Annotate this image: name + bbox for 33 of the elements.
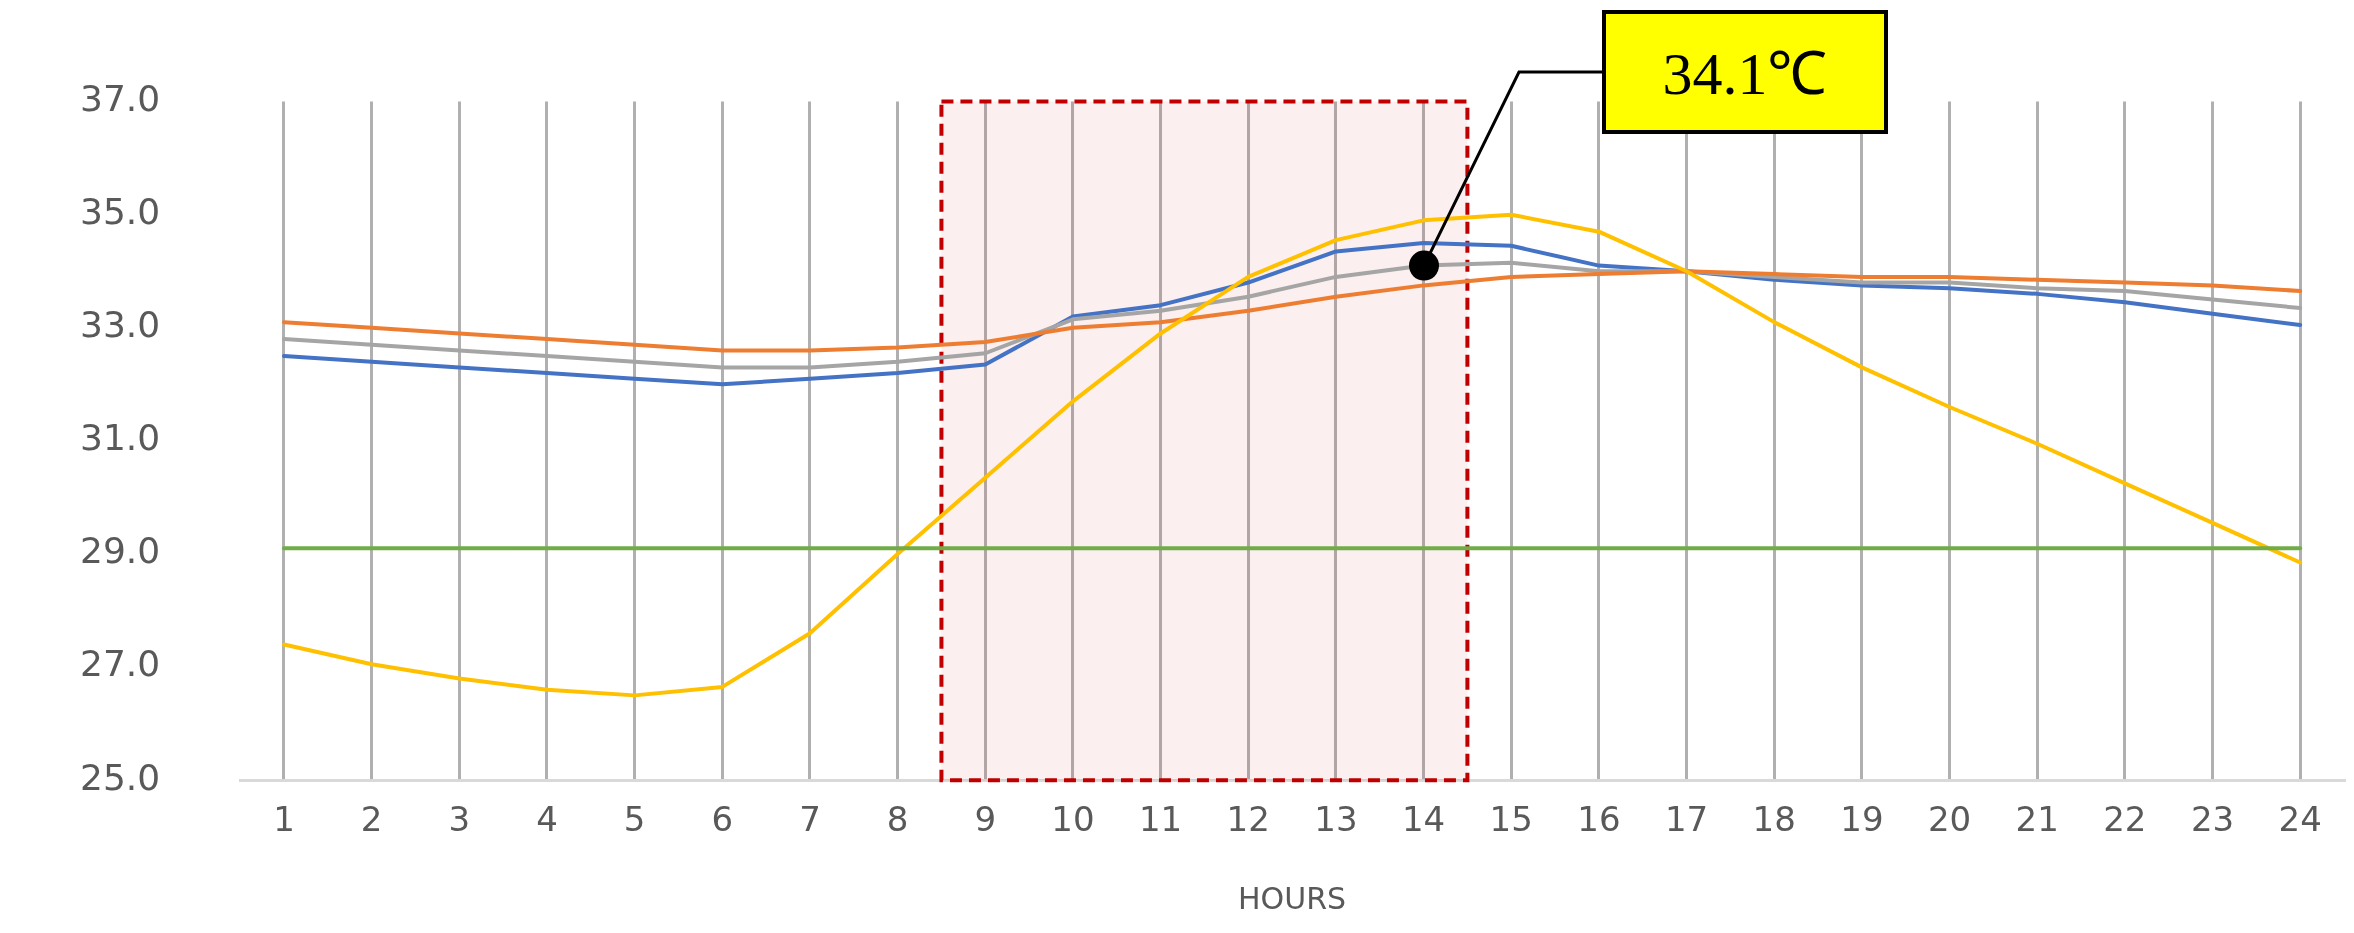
y-tick-label: 25.0 xyxy=(80,756,161,798)
y-tick-label: 35.0 xyxy=(80,191,161,233)
x-tick-label: 10 xyxy=(1051,799,1095,840)
x-tick-label: 13 xyxy=(1314,799,1358,840)
x-tick-label: 15 xyxy=(1489,799,1533,840)
x-tick-label: 12 xyxy=(1226,799,1270,840)
annotation: 34.1℃ xyxy=(1662,41,1828,107)
x-tick-label: 22 xyxy=(2103,799,2147,840)
x-tick-label: 16 xyxy=(1577,799,1621,840)
x-tick-label: 23 xyxy=(2190,799,2235,840)
x-tick-label: 7 xyxy=(799,799,821,840)
x-tick-label: 9 xyxy=(974,799,997,840)
y-tick-label: 27.0 xyxy=(80,643,161,685)
x-tick-label: 17 xyxy=(1664,799,1709,840)
x-axis-title: HOURS xyxy=(1238,880,1347,916)
x-tick-label: 6 xyxy=(711,799,734,840)
x-tick-label: 21 xyxy=(2015,799,2059,840)
x-tick-label: 24 xyxy=(2278,799,2322,840)
y-tick-label: 31.0 xyxy=(80,417,161,459)
x-tick-label: 5 xyxy=(623,799,646,840)
x-tick-label: 2 xyxy=(360,799,383,840)
x-tick-label: 8 xyxy=(886,799,909,840)
x-tick-label: 19 xyxy=(1840,799,1884,840)
x-tick-label: 14 xyxy=(1401,799,1446,840)
x-tick-label: 3 xyxy=(448,799,471,840)
x-tick-label: 20 xyxy=(1927,799,1972,840)
y-tick-label: 29.0 xyxy=(80,530,161,572)
x-tick-label: 1 xyxy=(273,799,295,840)
y-tick-label: 37.0 xyxy=(80,77,161,119)
x-tick-label: 11 xyxy=(1138,799,1183,840)
x-tick-label: 4 xyxy=(536,799,558,840)
y-tick-label: 33.0 xyxy=(80,304,161,346)
x-tick-label: 18 xyxy=(1752,799,1796,840)
